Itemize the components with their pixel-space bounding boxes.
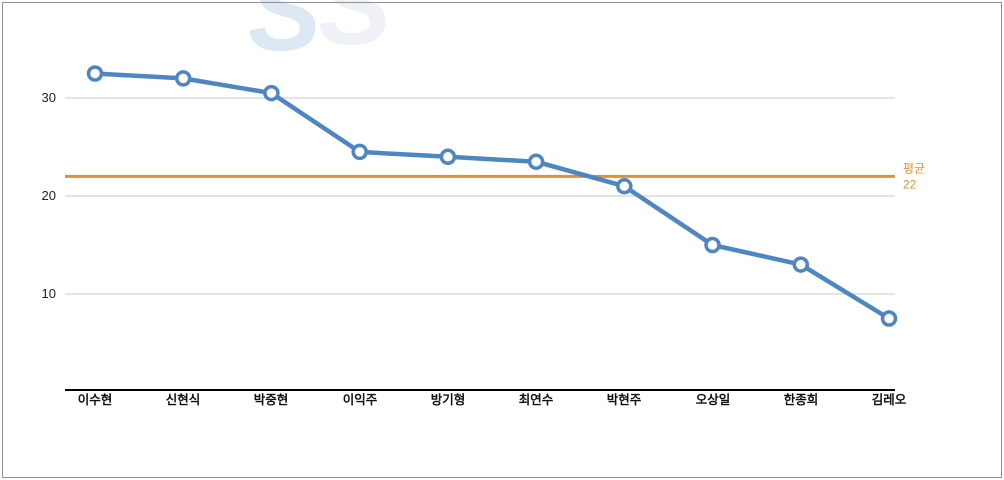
data-point-marker xyxy=(86,65,104,82)
x-axis-labels: 이수현 신현식 박중현 이익주 방기형 최연수 박현주 오상일 한종희 김레오 xyxy=(78,392,907,407)
data-point-marker xyxy=(616,177,633,195)
watermark-shape: S xyxy=(248,0,321,74)
average-line-label: 평균 xyxy=(903,161,925,175)
x-axis-label: 한종희 xyxy=(784,392,819,407)
y-tick-label: 10 xyxy=(42,286,56,301)
x-axis-label: 최연수 xyxy=(519,392,554,407)
data-point-marker xyxy=(527,153,545,170)
x-axis-label: 박현주 xyxy=(607,392,642,407)
average-line-value: 22 xyxy=(903,177,917,191)
data-point-marker xyxy=(439,148,457,166)
x-axis-label: 오상일 xyxy=(696,392,731,407)
data-point-marker xyxy=(880,310,898,327)
data-series xyxy=(86,65,898,327)
x-axis-label: 이수현 xyxy=(78,392,113,407)
average-line-group: 평균 22 xyxy=(65,161,925,191)
watermark-shape: S xyxy=(318,0,391,68)
data-line xyxy=(92,71,892,321)
data-point-marker xyxy=(263,84,280,102)
y-tick-label: 20 xyxy=(42,188,56,203)
data-point-marker xyxy=(704,236,721,254)
y-axis-ticks: 30 20 10 xyxy=(42,90,56,301)
x-axis-label: 방기형 xyxy=(431,392,466,407)
data-point-marker xyxy=(792,256,810,273)
x-axis-label: 신현식 xyxy=(166,392,201,407)
x-axis-label: 김레오 xyxy=(872,392,907,407)
data-point-marker xyxy=(351,143,368,161)
x-axis-label: 이익주 xyxy=(343,392,378,407)
data-point-marker xyxy=(174,70,192,87)
watermark: S S xyxy=(248,0,391,74)
gridlines xyxy=(65,97,895,295)
y-tick-label: 30 xyxy=(42,90,56,105)
x-axis-label: 박중현 xyxy=(254,392,289,407)
